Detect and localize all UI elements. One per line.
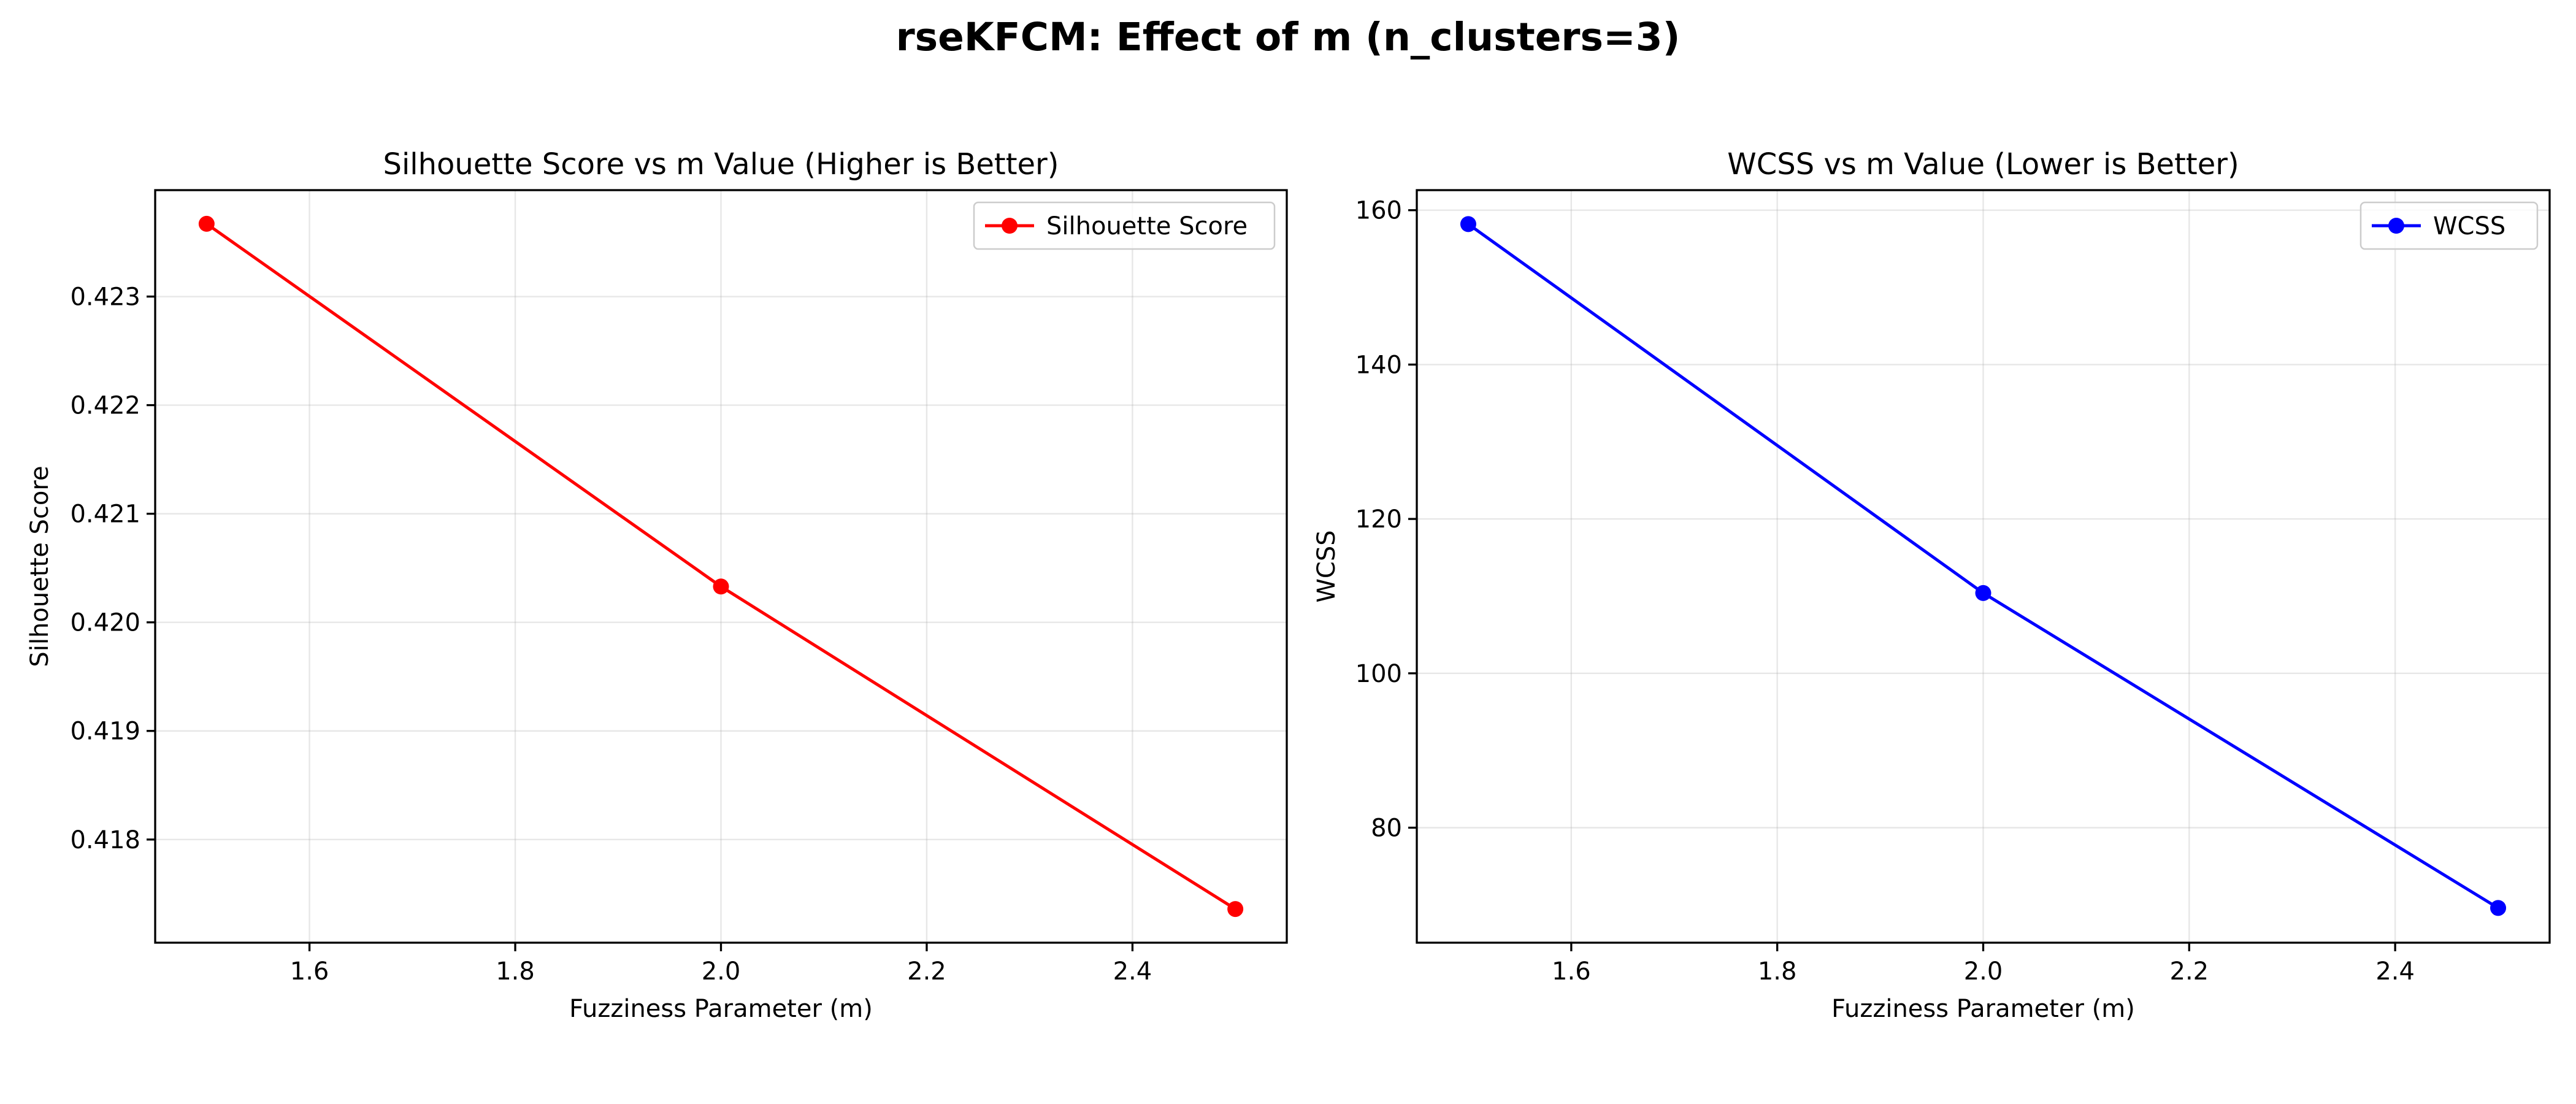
silhouette-x-tick-label: 2.0 xyxy=(702,957,741,986)
wcss-data-point xyxy=(1975,585,1991,601)
figure-title: rseKFCM: Effect of m (n_clusters=3) xyxy=(896,15,1681,59)
wcss-legend: WCSS xyxy=(2359,201,2539,250)
silhouette-y-tick-label: 0.419 xyxy=(70,718,140,746)
wcss-y-tick-label: 100 xyxy=(1355,660,1402,688)
silhouette-x-tick-label: 1.8 xyxy=(496,957,535,986)
silhouette-y-tick-label: 0.418 xyxy=(70,826,140,854)
silhouette-chart-title: Silhouette Score vs m Value (Higher is B… xyxy=(383,147,1059,182)
silhouette-legend-label: Silhouette Score xyxy=(1046,212,1248,240)
silhouette-y-tick-label: 0.423 xyxy=(70,283,140,312)
wcss-legend-label: WCSS xyxy=(2433,212,2505,240)
silhouette-y-tick-label: 0.420 xyxy=(70,609,140,637)
wcss-y-tick-label: 120 xyxy=(1355,505,1402,534)
silhouette-x-tick-label: 2.4 xyxy=(1113,957,1152,986)
silhouette-y-tick-label: 0.422 xyxy=(70,392,140,420)
wcss-x-tick-label: 2.2 xyxy=(2170,957,2209,986)
silhouette-legend: Silhouette Score xyxy=(973,201,1276,250)
wcss-x-tick-label: 1.6 xyxy=(1552,957,1591,986)
silhouette-legend-marker xyxy=(1002,218,1018,234)
wcss-y-tick-label: 160 xyxy=(1355,197,1402,225)
wcss-y-axis-label: WCSS xyxy=(1313,530,1341,602)
wcss-y-tick-label: 140 xyxy=(1355,351,1402,379)
silhouette-subplot: 1.6 1.8 2.0 2.2 2.4 0.418 0.419 0.420 0.421 0.422… xyxy=(26,147,1288,1023)
silhouette-y-axis-label: Silhouette Score xyxy=(26,466,54,667)
wcss-chart-title: WCSS vs m Value (Lower is Better) xyxy=(1727,147,2239,182)
silhouette-data-point xyxy=(713,578,729,595)
wcss-data-point xyxy=(1460,216,1476,232)
wcss-x-tick-label: 1.8 xyxy=(1758,957,1797,986)
wcss-plot-area xyxy=(1417,190,2550,943)
wcss-data-point xyxy=(2490,900,2507,916)
wcss-x-tick-label: 2.0 xyxy=(1964,957,2003,986)
silhouette-data-point xyxy=(1227,901,1244,918)
wcss-x-tick-label: 2.4 xyxy=(2375,957,2415,986)
silhouette-x-tick-label: 1.6 xyxy=(290,957,329,986)
wcss-legend-marker xyxy=(2388,218,2404,234)
silhouette-y-tick-label: 0.421 xyxy=(70,500,140,529)
silhouette-x-tick-label: 2.2 xyxy=(907,957,946,986)
silhouette-x-axis-label: Fuzziness Parameter (m) xyxy=(569,995,873,1023)
wcss-y-tick-label: 80 xyxy=(1371,814,1402,842)
silhouette-legend-box xyxy=(973,201,1276,250)
silhouette-data-point xyxy=(198,215,215,232)
silhouette-plot-area xyxy=(155,190,1287,943)
wcss-legend-box xyxy=(2359,201,2539,250)
wcss-subplot: 1.6 1.8 2.0 2.2 2.4 80 100 120 140 160 WCSS vs m V… xyxy=(1313,147,2551,1023)
wcss-x-axis-label: Fuzziness Parameter (m) xyxy=(1831,995,2135,1023)
